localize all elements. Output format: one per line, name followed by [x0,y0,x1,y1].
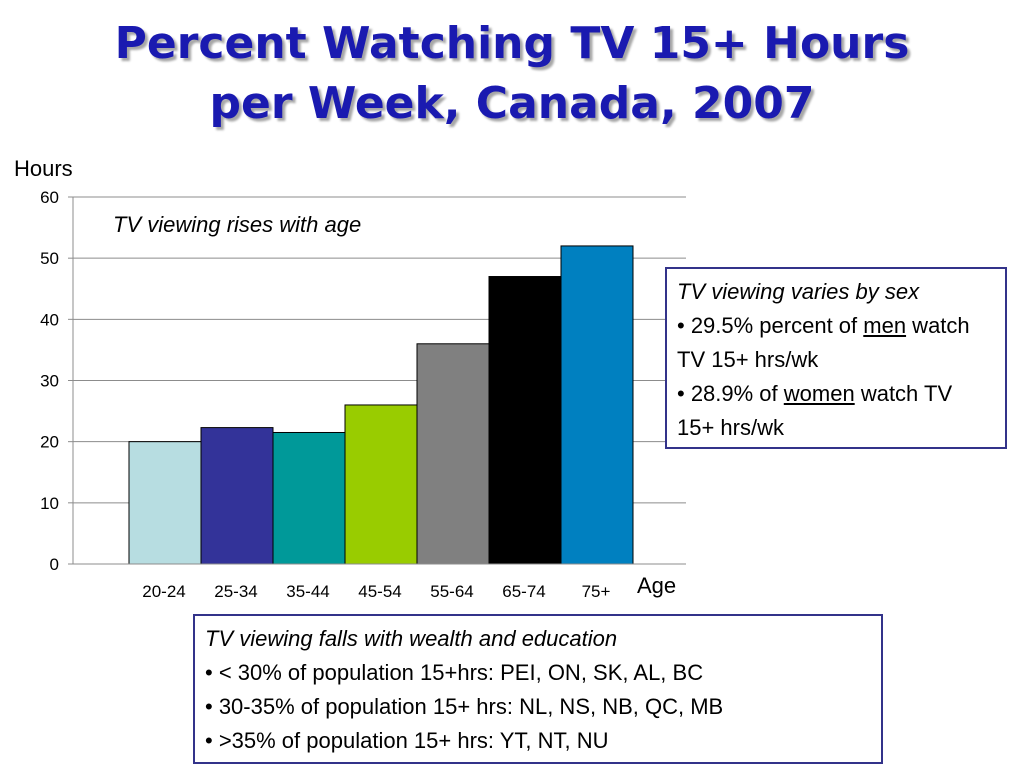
x-axis-label: Age [637,573,677,598]
sex-info-box: TV viewing varies by sex • 29.5% percent… [665,267,1007,449]
x-tick-label: 55-64 [430,582,473,601]
bar-25-34 [200,427,274,565]
y-tick-label: 60 [40,188,59,207]
bar-20-24 [128,441,202,565]
y-tick-label: 10 [40,494,59,513]
x-tick-label: 75+ [582,582,611,601]
bar-65-74 [488,276,562,565]
y-axis-label: Hours [14,156,73,181]
slide-title: Percent Watching TV 15+ Hours per Week, … [0,14,1024,134]
y-tick-label: 50 [40,249,59,268]
wealth-box-bullet-1: • < 30% of population 15+hrs: PEI, ON, S… [205,660,704,685]
bar-75+ [560,245,634,565]
x-tick-label: 45-54 [358,582,401,601]
x-tick-label: 20-24 [142,582,185,601]
wealth-info-box: TV viewing falls with wealth and educati… [193,614,883,764]
wealth-box-bullet-3: • >35% of population 15+ hrs: YT, NT, NU [205,728,609,753]
title-line-2: per Week, Canada, 2007 [209,78,815,129]
y-tick-label: 30 [40,372,59,391]
bar-35-44 [272,431,346,565]
sex-box-bullet-women: • 28.9% of women watch TV 15+ hrs/wk [677,381,953,440]
x-tick-label: 65-74 [502,582,545,601]
x-tick-label: 35-44 [286,582,329,601]
title-line-1: Percent Watching TV 15+ Hours [114,18,910,69]
wealth-box-bullet-2: • 30-35% of population 15+ hrs: NL, NS, … [205,694,724,719]
bar-55-64 [416,343,490,565]
x-tick-label: 25-34 [214,582,257,601]
chart-annotation: TV viewing rises with age [113,212,362,237]
bar-45-54 [344,404,418,565]
y-tick-label: 0 [50,555,59,574]
y-tick-label: 20 [40,433,59,452]
sex-box-heading: TV viewing varies by sex [677,279,920,304]
wealth-box-heading: TV viewing falls with wealth and educati… [205,626,618,651]
sex-box-bullet-men: • 29.5% percent of men watch TV 15+ hrs/… [677,313,970,372]
y-tick-label: 40 [40,310,59,329]
